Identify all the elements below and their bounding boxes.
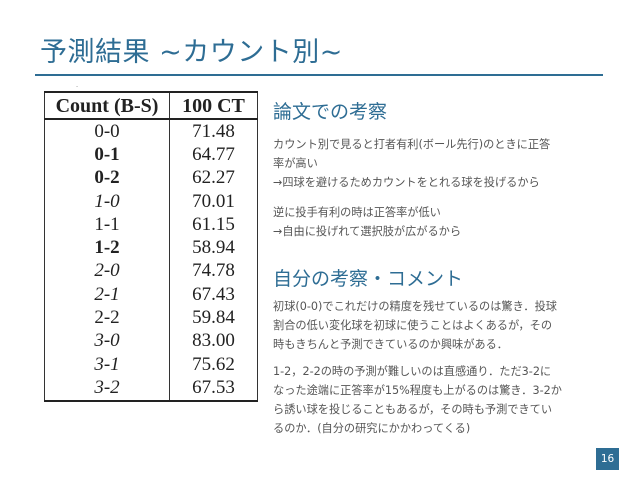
ct-value-cell: 61.15 xyxy=(169,213,258,237)
count-cell: 2-0 xyxy=(44,259,170,284)
count-cell: 0-2 xyxy=(44,166,170,190)
count-cell: 0-1 xyxy=(44,143,170,167)
text-line: カウント別で見ると打者有利(ボール先行)のときに正答 xyxy=(273,138,551,151)
count-cell: 1-1 xyxy=(44,213,170,237)
count-cell: 3-0 xyxy=(44,329,170,353)
count-cell: 1-2 xyxy=(44,236,170,260)
count-cell: 2-1 xyxy=(44,283,170,307)
ct-value-cell: 59.84 xyxy=(169,306,258,330)
text-line: なった途端に正答率が15%程度も上がるのは驚き．3-2か xyxy=(273,384,562,397)
ct-value-cell: 64.77 xyxy=(169,143,258,167)
table-row: 0-1 64.77 xyxy=(44,143,258,167)
own-paragraph-2: 1-2，2-2の時の予測が難しいのは直感通り．ただ3-2に なった途端に正答率が… xyxy=(273,362,613,438)
decorative-dot: - xyxy=(76,83,79,90)
count-cell: 2-2 xyxy=(44,306,170,330)
ct-value-cell: 62.27 xyxy=(169,166,258,190)
text-line: 率が高い xyxy=(273,157,318,170)
paper-paragraph-2: 逆に投手有利の時は正答率が低い →自由に投げれて選択肢が広がるから xyxy=(273,203,613,241)
table-row: 0-2 62.27 xyxy=(44,166,258,190)
count-cell: 0-0 xyxy=(44,119,170,144)
paper-heading: 論文での考察 xyxy=(273,101,388,123)
text-line: 割合の低い変化球を初球に使うことはよくあるが，その xyxy=(273,319,553,332)
text-line: →自由に投げれて選択肢が広がるから xyxy=(273,225,462,238)
header-ct: 100 CT xyxy=(169,91,258,120)
count-cell: 3-2 xyxy=(44,376,170,402)
ct-value-cell: 71.48 xyxy=(169,119,258,144)
own-paragraph-1: 初球(0-0)でこれだけの精度を残せているのは驚き．投球 割合の低い変化球を初球… xyxy=(273,297,613,354)
table-row: 3-1 75.62 xyxy=(44,352,258,377)
page-number: 16 xyxy=(596,448,619,470)
text-line: 1-2，2-2の時の予測が難しいのは直感通り．ただ3-2に xyxy=(273,365,552,378)
table-row: 0-0 71.48 xyxy=(44,119,258,144)
count-cell: 3-1 xyxy=(44,352,170,377)
ct-value-cell: 67.53 xyxy=(169,376,258,402)
table-row: 1-2 58.94 xyxy=(44,236,258,260)
ct-value-cell: 70.01 xyxy=(169,189,258,214)
text-line: →四球を避けるためカウントをとれる球を投げるから xyxy=(273,176,540,189)
table-header-row: Count (B-S) 100 CT xyxy=(44,91,258,120)
paper-paragraph-1: カウント別で見ると打者有利(ボール先行)のときに正答 率が高い →四球を避けるた… xyxy=(273,135,613,192)
own-heading: 自分の考察・コメント xyxy=(273,268,464,290)
count-results-table: Count (B-S) 100 CT 0-0 71.48 0-1 64.77 0-2 62… xyxy=(44,91,258,402)
text-line: ら誘い球を投じることもあるが，その時も予測できてい xyxy=(273,403,553,416)
table-row: 3-0 83.00 xyxy=(44,329,258,353)
table-row: 3-2 67.53 xyxy=(44,376,258,402)
table-row: 2-0 74.78 xyxy=(44,259,258,284)
table-row: 2-2 59.84 xyxy=(44,306,258,330)
text-line: 初球(0-0)でこれだけの精度を残せているのは驚き．投球 xyxy=(273,300,557,313)
ct-value-cell: 75.62 xyxy=(169,352,258,377)
table-row: 2-1 67.43 xyxy=(44,283,258,307)
text-line: 時もきちんと予測できているのか興味がある． xyxy=(273,338,508,351)
ct-value-cell: 58.94 xyxy=(169,236,258,260)
slide-title: 予測結果 ~カウント別~ xyxy=(40,37,343,68)
text-line: 逆に投手有利の時は正答率が低い xyxy=(273,206,441,219)
count-cell: 1-0 xyxy=(44,189,170,214)
text-line: るのか．(自分の研究にかかわってくる) xyxy=(273,422,471,435)
ct-value-cell: 74.78 xyxy=(169,259,258,284)
ct-value-cell: 67.43 xyxy=(169,283,258,307)
title-divider xyxy=(35,74,603,76)
ct-value-cell: 83.00 xyxy=(169,329,258,353)
table-row: 1-0 70.01 xyxy=(44,189,258,214)
header-count: Count (B-S) xyxy=(44,91,170,120)
table-row: 1-1 61.15 xyxy=(44,213,258,237)
